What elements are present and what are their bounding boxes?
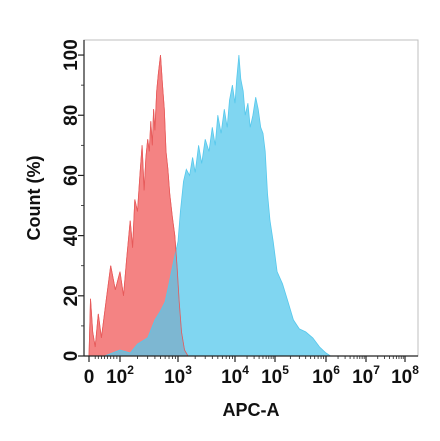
series-layer bbox=[88, 54, 332, 357]
histogram-series-2 bbox=[89, 54, 332, 357]
x-tick-label: 106 bbox=[312, 363, 340, 388]
y-tick-label: 80 bbox=[61, 105, 82, 126]
x-tick-label: 105 bbox=[261, 363, 289, 388]
y-axis: 0 20 40 60 80 100 bbox=[61, 39, 85, 362]
x-tick-label: 0 bbox=[84, 367, 95, 388]
x-tick-label: 103 bbox=[164, 363, 192, 388]
x-tick-label: 104 bbox=[221, 363, 249, 388]
histogram-series-1-outline bbox=[88, 54, 189, 357]
x-tick-label: 102 bbox=[106, 363, 134, 388]
y-tick-label: 0 bbox=[61, 351, 82, 362]
x-tick-label: 107 bbox=[352, 363, 380, 388]
y-tick-label: 100 bbox=[61, 39, 82, 71]
x-tick-label: 108 bbox=[391, 363, 419, 388]
y-tick-label: 20 bbox=[61, 285, 82, 306]
x-axis-title: APC-A bbox=[223, 400, 280, 420]
y-axis-title: Count (%) bbox=[24, 156, 44, 241]
y-tick-label: 60 bbox=[61, 165, 82, 186]
y-tick-label: 40 bbox=[61, 225, 82, 246]
x-axis: 0 102 103 104 105 106 107 108 bbox=[84, 355, 419, 388]
